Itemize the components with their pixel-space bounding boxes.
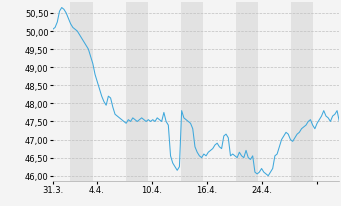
Bar (181, 3, 203, 181)
Bar (291, 3, 313, 181)
Bar (236, 3, 258, 181)
Bar (125, 3, 148, 181)
Bar (71, 3, 92, 181)
